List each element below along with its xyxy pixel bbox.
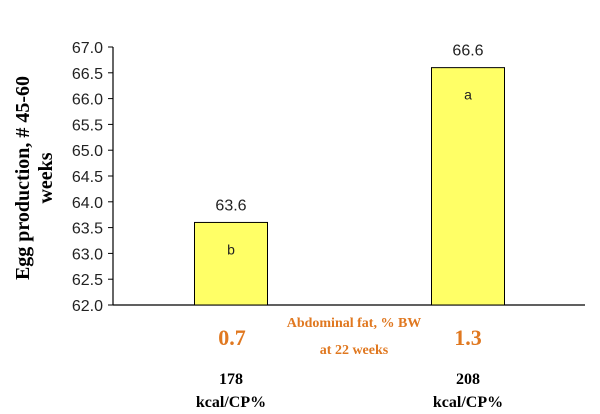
y-tick-label: 62.5 (72, 272, 103, 289)
abdominal-fat-title-line1: Abdominal fat, % BW (287, 316, 422, 331)
y-tick-label: 64.5 (72, 169, 103, 186)
abdominal-fat-annotation: 0.7 Abdominal fat, % BW at 22 weeks 1.3 (218, 316, 482, 358)
y-tick-label: 65.5 (72, 117, 103, 134)
y-axis-title-line1: Egg production, # 45-60 (12, 76, 34, 280)
category-label-line1: 178 (219, 371, 243, 388)
abdominal-fat-title-line2: at 22 weeks (320, 343, 389, 358)
category-label-line2: kcal/CP% (433, 394, 503, 411)
bar (194, 221, 268, 306)
category-labels: 178 kcal/CP% 208 kcal/CP% (196, 371, 503, 411)
fat-value-208: 1.3 (454, 325, 482, 350)
significance-letter: a (464, 87, 472, 103)
significance-letter: b (227, 241, 235, 257)
category-label-line2: kcal/CP% (196, 394, 266, 411)
category-label-line1: 208 (456, 371, 480, 388)
y-tick-label: 63.5 (72, 221, 103, 238)
fat-value-178: 0.7 (218, 325, 246, 350)
y-axis-title-line2: weeks (35, 152, 57, 203)
y-tick-label: 66.0 (72, 92, 103, 109)
y-axis-title: Egg production, # 45-60 weeks (12, 76, 57, 280)
y-tick-label: 62.0 (72, 298, 103, 315)
bars: 63.6 b 66.6 a (194, 43, 505, 306)
bar-value-label: 66.6 (452, 43, 483, 60)
y-tick-label: 66.5 (72, 66, 103, 83)
y-tick-label: 63.0 (72, 246, 103, 263)
y-tick-label: 67.0 (72, 40, 103, 57)
bar (431, 67, 505, 306)
y-tick-label: 65.0 (72, 143, 103, 160)
bar-value-label: 63.6 (215, 197, 246, 214)
y-tick-label: 64.0 (72, 195, 103, 212)
y-ticks: 62.0 62.5 63.0 63.5 64.0 64.5 65.0 65.5 66.0 66.5… (72, 40, 113, 315)
